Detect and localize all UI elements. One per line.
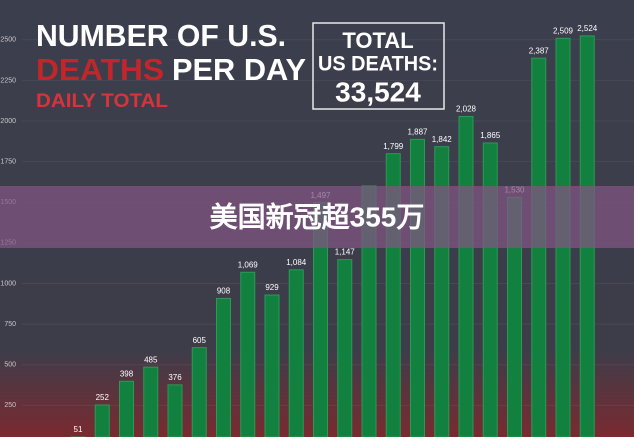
bar xyxy=(143,366,159,437)
y-tick-label: 500 xyxy=(4,362,16,369)
subtitle: DAILY TOTAL xyxy=(36,91,168,112)
total-value: 33,524 xyxy=(335,76,421,107)
value-label: 2,509 xyxy=(553,26,574,35)
total-label: US DEATHS: xyxy=(318,53,438,76)
y-tick-label: 2250 xyxy=(0,77,16,84)
banner xyxy=(0,186,634,248)
y-tick-label: 750 xyxy=(4,321,16,328)
value-label: 51 xyxy=(74,425,83,434)
y-tick-label: 2500 xyxy=(0,37,16,44)
bar xyxy=(458,115,474,437)
bar xyxy=(337,259,353,437)
banner-text: 美国新冠超355万 xyxy=(210,201,425,232)
y-tick-label: 1750 xyxy=(0,158,16,165)
value-label: 485 xyxy=(144,355,158,364)
value-label: 1,069 xyxy=(238,260,259,269)
y-tick-label: 1000 xyxy=(0,280,16,287)
value-label: 605 xyxy=(193,336,207,345)
y-tick-label: 250 xyxy=(4,402,16,409)
value-label: 1,887 xyxy=(407,127,428,136)
bar xyxy=(288,269,304,437)
value-label: 1,799 xyxy=(383,142,404,151)
value-label: 1,865 xyxy=(480,131,501,140)
value-label: 929 xyxy=(265,283,279,292)
title-per-day: PER DAY xyxy=(172,52,306,87)
value-label: 1,084 xyxy=(286,258,307,267)
bar xyxy=(240,271,256,437)
value-label: 398 xyxy=(120,369,134,378)
bar xyxy=(167,384,183,437)
bar xyxy=(216,297,231,437)
bar xyxy=(191,347,207,437)
total-box xyxy=(312,22,445,110)
bar xyxy=(94,404,110,437)
title-deaths: DEATHS xyxy=(36,52,164,87)
value-label: 376 xyxy=(168,373,182,382)
total-label: TOTAL xyxy=(342,28,413,53)
title-line: NUMBER OF U.S. xyxy=(36,18,286,53)
value-label: 1,147 xyxy=(335,248,356,257)
value-label: 2,524 xyxy=(577,24,598,33)
bar xyxy=(410,138,425,437)
value-label: 252 xyxy=(96,393,110,402)
value-label: 2,028 xyxy=(456,105,477,114)
value-label: 1,842 xyxy=(432,135,453,144)
value-label: 908 xyxy=(217,287,231,296)
y-tick-label: 2000 xyxy=(0,118,16,125)
bar xyxy=(264,294,280,437)
value-label: 2,387 xyxy=(529,46,550,55)
bar xyxy=(119,380,134,437)
